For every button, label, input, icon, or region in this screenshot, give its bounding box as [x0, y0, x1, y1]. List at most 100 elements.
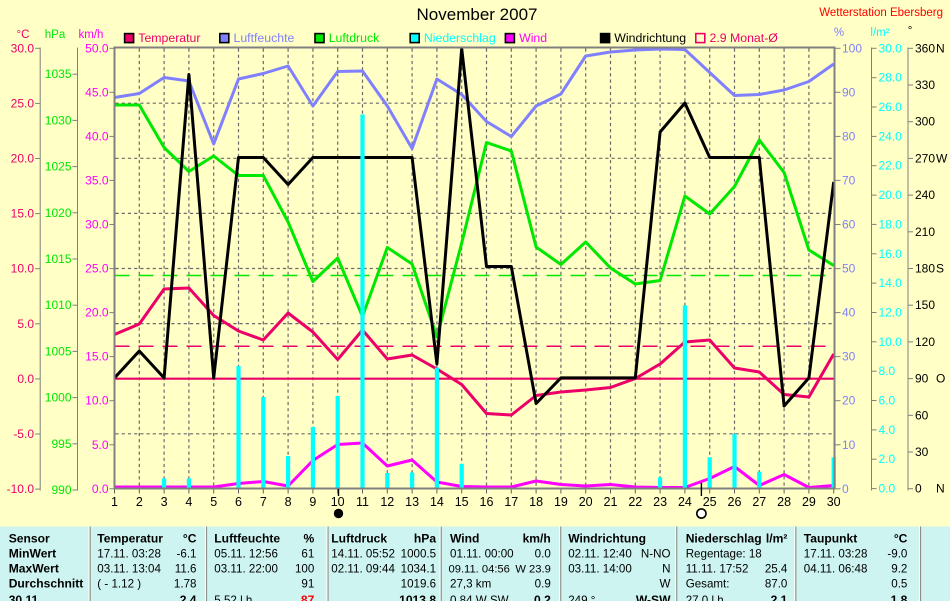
svg-text:180: 180 — [915, 262, 935, 276]
svg-text:1025: 1025 — [45, 160, 72, 174]
svg-text:18: 18 — [529, 495, 543, 509]
svg-text:1.78: 1.78 — [174, 577, 197, 590]
svg-text:02.11. 12:40: 02.11. 12:40 — [568, 547, 632, 560]
svg-text:995: 995 — [51, 437, 71, 451]
svg-text:4: 4 — [185, 495, 192, 509]
svg-text:300: 300 — [915, 115, 935, 129]
svg-text:Wind: Wind — [450, 531, 479, 545]
svg-text:Windrichtung: Windrichtung — [568, 531, 646, 545]
svg-text:26: 26 — [728, 495, 742, 509]
svg-text:23: 23 — [653, 495, 667, 509]
svg-text:14.11. 05:52: 14.11. 05:52 — [331, 547, 395, 560]
svg-text:-5.0: -5.0 — [13, 427, 34, 441]
svg-text:11.11. 17:52: 11.11. 17:52 — [686, 562, 749, 575]
svg-text:2.9 Monat-Ø: 2.9 Monat-Ø — [710, 31, 779, 45]
svg-text:40.0: 40.0 — [85, 129, 109, 143]
svg-text:10: 10 — [331, 495, 345, 509]
svg-text:Durchschnitt: Durchschnitt — [9, 576, 84, 590]
svg-text:1000.5: 1000.5 — [401, 547, 436, 560]
svg-text:21: 21 — [604, 495, 618, 509]
svg-text:0: 0 — [915, 482, 922, 496]
svg-text:24: 24 — [678, 495, 692, 509]
svg-text:°C: °C — [894, 531, 908, 545]
svg-text:Sensor: Sensor — [9, 531, 50, 545]
svg-text:40: 40 — [842, 306, 856, 320]
svg-text:2: 2 — [136, 495, 143, 509]
svg-text:MaxWert: MaxWert — [9, 561, 59, 575]
svg-text:1010: 1010 — [45, 298, 72, 312]
svg-text:01.11. 00:00: 01.11. 00:00 — [450, 547, 514, 560]
svg-text:91: 91 — [301, 577, 314, 590]
svg-text:16.0: 16.0 — [879, 247, 903, 261]
svg-text:210: 210 — [915, 225, 935, 239]
svg-text:2.1: 2.1 — [771, 593, 788, 601]
svg-text:Wind: Wind — [519, 31, 547, 45]
svg-text:30: 30 — [915, 445, 929, 459]
svg-text:Niederschlag: Niederschlag — [686, 531, 762, 545]
svg-text:0.0: 0.0 — [879, 482, 896, 496]
svg-text:80: 80 — [842, 129, 856, 143]
svg-text:MinWert: MinWert — [9, 546, 56, 560]
svg-text:990: 990 — [51, 483, 71, 497]
svg-text:100: 100 — [842, 41, 862, 55]
svg-text:25.0: 25.0 — [11, 96, 35, 110]
svg-text:l/m²: l/m² — [766, 531, 788, 545]
svg-text:4.0: 4.0 — [879, 423, 896, 437]
svg-text:25.4: 25.4 — [765, 562, 788, 575]
svg-text:15.0: 15.0 — [11, 207, 35, 221]
svg-text:1013.8: 1013.8 — [399, 593, 436, 601]
svg-text:20.0: 20.0 — [85, 306, 109, 320]
svg-text:O: O — [936, 372, 945, 386]
svg-text:%: % — [304, 531, 315, 545]
svg-text:22: 22 — [628, 495, 642, 509]
svg-text:24.0: 24.0 — [879, 129, 903, 143]
svg-text:20: 20 — [842, 394, 856, 408]
svg-text:-9.0: -9.0 — [887, 547, 907, 560]
svg-text:0.9: 0.9 — [535, 577, 551, 590]
svg-text:12.0: 12.0 — [879, 306, 903, 320]
svg-text:10.0: 10.0 — [85, 394, 109, 408]
svg-text:Luftdruck: Luftdruck — [329, 31, 380, 45]
svg-text:8.0: 8.0 — [879, 364, 896, 378]
svg-text:60: 60 — [842, 218, 856, 232]
svg-text:0.0: 0.0 — [535, 547, 551, 560]
svg-text:45.0: 45.0 — [85, 85, 109, 99]
svg-text:14.0: 14.0 — [879, 276, 903, 290]
svg-text:N: N — [936, 482, 945, 496]
svg-text:S: S — [936, 262, 944, 276]
svg-text:30: 30 — [827, 495, 841, 509]
svg-text:11: 11 — [356, 495, 369, 509]
svg-text:05.11. 12:56: 05.11. 12:56 — [214, 547, 278, 560]
svg-text:1: 1 — [111, 495, 118, 509]
svg-text:270: 270 — [915, 151, 935, 165]
svg-text:1019.6: 1019.6 — [401, 577, 436, 590]
svg-text:30.0: 30.0 — [879, 41, 903, 55]
svg-text:Temperatur: Temperatur — [138, 31, 200, 45]
svg-text:9.2: 9.2 — [891, 562, 907, 575]
svg-text:90: 90 — [915, 372, 929, 386]
svg-text:120: 120 — [915, 335, 935, 349]
svg-text:0.2: 0.2 — [534, 593, 551, 601]
svg-text:28: 28 — [777, 495, 791, 509]
svg-text:87: 87 — [301, 593, 315, 601]
svg-text:27,3 km: 27,3 km — [450, 577, 491, 590]
svg-text:12: 12 — [380, 495, 394, 509]
svg-text:87.0: 87.0 — [765, 577, 788, 590]
svg-text:6.0: 6.0 — [879, 394, 896, 408]
svg-text:10.0: 10.0 — [879, 335, 903, 349]
svg-text:150: 150 — [915, 298, 935, 312]
svg-text:90: 90 — [842, 85, 856, 99]
svg-text:13: 13 — [405, 495, 419, 509]
svg-text:1034.1: 1034.1 — [401, 562, 436, 575]
svg-text:09.11. 04:56: 09.11. 04:56 — [449, 563, 510, 575]
svg-text:hPa: hPa — [414, 531, 436, 545]
svg-text:27: 27 — [752, 495, 766, 509]
svg-text:16: 16 — [480, 495, 494, 509]
svg-text:15.0: 15.0 — [85, 350, 109, 364]
svg-text:20.0: 20.0 — [11, 152, 35, 166]
svg-text:W: W — [660, 577, 671, 590]
svg-text:29: 29 — [802, 495, 816, 509]
svg-text:240: 240 — [915, 188, 935, 202]
svg-text:3: 3 — [161, 495, 168, 509]
svg-text:18.0: 18.0 — [879, 217, 903, 231]
